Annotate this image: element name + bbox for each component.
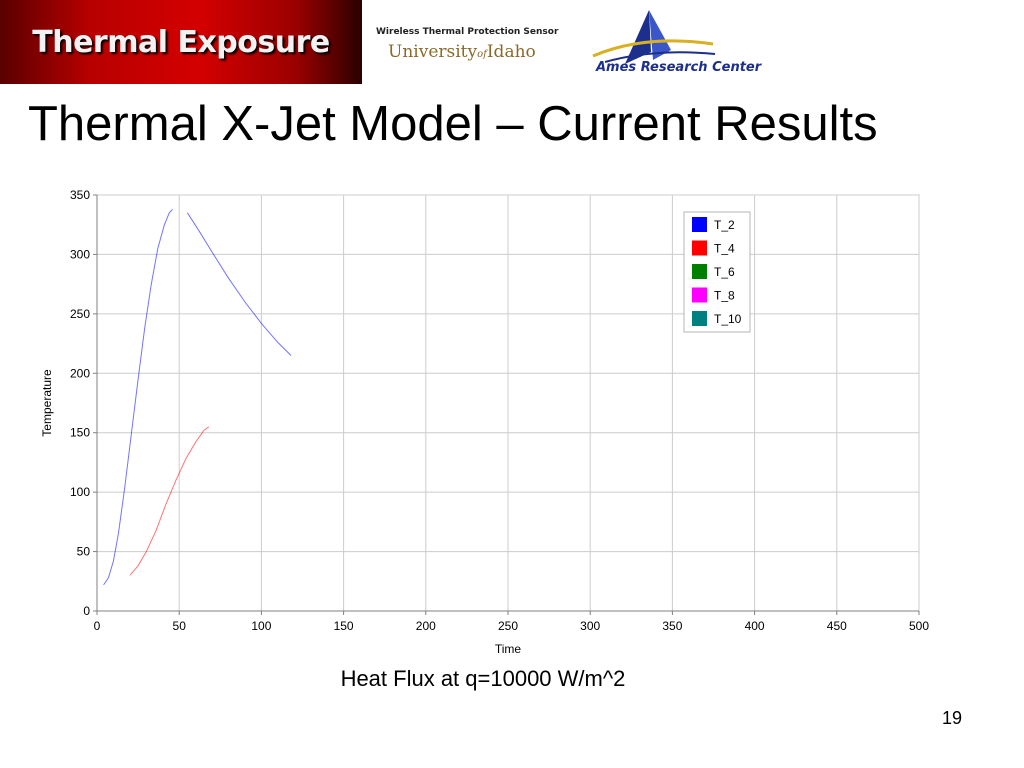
university-of-text: of — [477, 49, 487, 60]
university-name-text: Idaho — [486, 42, 536, 62]
y-tick-label: 150 — [70, 426, 90, 440]
y-tick-label: 50 — [77, 545, 91, 559]
legend-swatch-t-6 — [692, 264, 707, 279]
legend-swatch-t-8 — [692, 287, 707, 303]
sensor-label: Wireless Thermal Protection Sensor — [376, 27, 559, 37]
banner-title: Thermal Exposure — [32, 24, 330, 60]
x-tick-label: 250 — [498, 619, 518, 633]
legend-label-t-8: T_8 — [714, 289, 735, 303]
y-tick-label: 300 — [70, 247, 90, 261]
y-tick-label: 200 — [70, 366, 90, 380]
page-title: Thermal X-Jet Model – Current Results — [28, 97, 878, 151]
y-tick-label: 100 — [70, 485, 90, 499]
x-tick-label: 100 — [251, 619, 271, 633]
x-tick-label: 350 — [662, 619, 682, 633]
series-line-t-4 — [129, 426, 210, 576]
x-tick-label: 500 — [909, 619, 929, 633]
legend-swatch-t-10 — [692, 311, 707, 326]
series-line-t-2 — [186, 212, 292, 356]
y-axis-label: Temperature — [40, 369, 54, 437]
legend-label-t-2: T_2 — [714, 218, 735, 232]
slide-number: 19 — [941, 708, 962, 728]
x-tick-label: 400 — [745, 619, 765, 633]
legend-label-t-10: T_10 — [714, 312, 742, 326]
legend-label-t-6: T_6 — [714, 265, 735, 279]
x-tick-label: 200 — [416, 619, 436, 633]
chart-caption: Heat Flux at q=10000 W/m^2 — [340, 666, 626, 691]
y-tick-label: 0 — [83, 604, 90, 618]
x-tick-label: 300 — [580, 619, 600, 633]
y-tick-label: 350 — [70, 188, 90, 202]
university-main-text: University — [388, 42, 478, 62]
x-tick-label: 150 — [334, 619, 354, 633]
x-tick-label: 450 — [827, 619, 847, 633]
ames-logo-icon — [592, 10, 716, 64]
temperature-chart: 0 50 100 150 200 250 300 350 400 450 500 0 50 100 150 2… — [40, 188, 929, 656]
series-line-t-2 — [103, 208, 173, 586]
x-axis-label: Time — [495, 642, 522, 656]
header-banner: Thermal Exposure — [0, 0, 362, 84]
legend-label-t-4: T_4 — [714, 242, 735, 256]
legend-swatch-t-4 — [692, 240, 707, 256]
x-tick-label: 50 — [173, 619, 187, 633]
y-tick-label: 250 — [70, 307, 90, 321]
university-logo: UniversityofIdaho — [388, 42, 536, 62]
ames-label: Ames Research Center — [596, 60, 762, 75]
x-tick-label: 0 — [94, 619, 101, 633]
legend-swatch-t-2 — [692, 217, 707, 232]
